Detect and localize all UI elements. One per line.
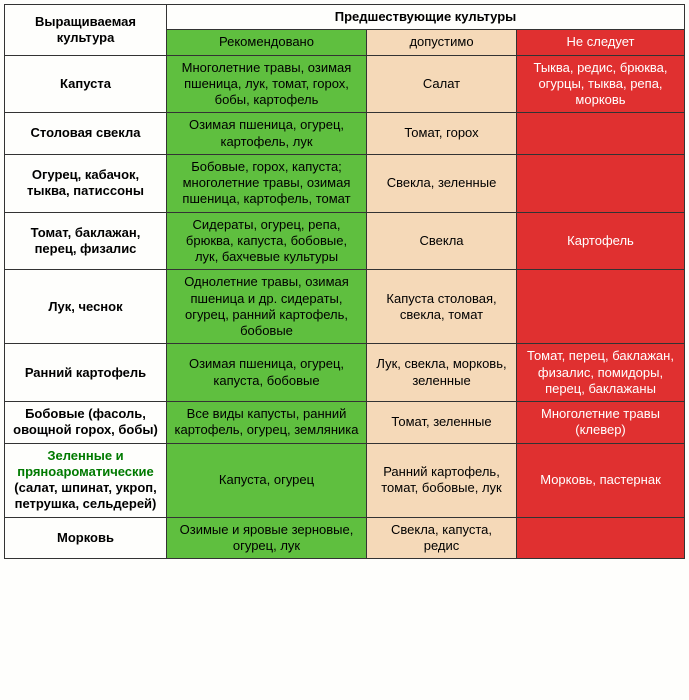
not-recommended-cell [517,517,685,559]
acceptable-cell: Томат, горох [367,113,517,155]
header-acceptable: допустимо [367,30,517,55]
crop-cell: Бобовые (фасоль, овощной горох, бобы) [5,402,167,444]
recommended-cell: Озимые и яровые зерновые, огурец, лук [167,517,367,559]
crop-cell: Столовая свекла [5,113,167,155]
crop-cell: Капуста [5,55,167,113]
crop-rotation-table: Выращиваемая культура Предшествующие кул… [4,4,685,559]
recommended-cell: Бобовые, горох, капуста; многолетние тра… [167,154,367,212]
acceptable-cell: Томат, зеленные [367,402,517,444]
crop-cell: Морковь [5,517,167,559]
crop-cell: Томат, баклажан, перец, физалис [5,212,167,270]
recommended-cell: Однолетние травы, озимая пшеница и др. с… [167,270,367,344]
recommended-cell: Озимая пшеница, огурец, капуста, бобовые [167,344,367,402]
acceptable-cell: Свекла, капуста, редис [367,517,517,559]
recommended-cell: Все виды капусты, ранний картофель, огур… [167,402,367,444]
header-recommended: Рекомендовано [167,30,367,55]
table-row: Ранний картофельОзимая пшеница, огурец, … [5,344,685,402]
acceptable-cell: Свекла, зеленные [367,154,517,212]
crop-cell: Огурец, кабачок, тыква, патиссоны [5,154,167,212]
not-recommended-cell: Морковь, пастернак [517,443,685,517]
crop-cell: Ранний картофель [5,344,167,402]
table-row: КапустаМноголетние травы, озимая пшеница… [5,55,685,113]
not-recommended-cell: Картофель [517,212,685,270]
recommended-cell: Капуста, огурец [167,443,367,517]
table-row: Томат, баклажан, перец, физалисСидераты,… [5,212,685,270]
recommended-cell: Сидераты, огурец, репа, брюква, капуста,… [167,212,367,270]
crop-name-green: Зеленные и пряноароматические [17,448,154,479]
crop-cell: Зеленные и пряноароматические(салат, шпи… [5,443,167,517]
acceptable-cell: Лук, свекла, морковь, зеленные [367,344,517,402]
table-row: Столовая свеклаОзимая пшеница, огурец, к… [5,113,685,155]
acceptable-cell: Ранний картофель, томат, бобовые, лук [367,443,517,517]
header-crop: Выращиваемая культура [5,5,167,56]
recommended-cell: Многолетние травы, озимая пшеница, лук, … [167,55,367,113]
not-recommended-cell: Томат, перец, баклажан, физалис, помидор… [517,344,685,402]
table-row: Лук, чеснокОднолетние травы, озимая пшен… [5,270,685,344]
table-row: Огурец, кабачок, тыква, патиссоныБобовые… [5,154,685,212]
crop-name-sub: (салат, шпинат, укроп, петрушка, сельдер… [14,480,157,511]
not-recommended-cell: Многолетние травы (клевер) [517,402,685,444]
header-not-recommended: Не следует [517,30,685,55]
recommended-cell: Озимая пшеница, огурец, картофель, лук [167,113,367,155]
acceptable-cell: Свекла [367,212,517,270]
header-preceding: Предшествующие культуры [167,5,685,30]
not-recommended-cell [517,154,685,212]
acceptable-cell: Капуста столовая, свекла, томат [367,270,517,344]
acceptable-cell: Салат [367,55,517,113]
not-recommended-cell [517,270,685,344]
table-row: Зеленные и пряноароматические(салат, шпи… [5,443,685,517]
crop-cell: Лук, чеснок [5,270,167,344]
table-row: Бобовые (фасоль, овощной горох, бобы)Все… [5,402,685,444]
not-recommended-cell [517,113,685,155]
table-body: КапустаМноголетние травы, озимая пшеница… [5,55,685,559]
not-recommended-cell: Тыква, редис, брюква, огурцы, тыква, реп… [517,55,685,113]
table-row: МорковьОзимые и яровые зерновые, огурец,… [5,517,685,559]
